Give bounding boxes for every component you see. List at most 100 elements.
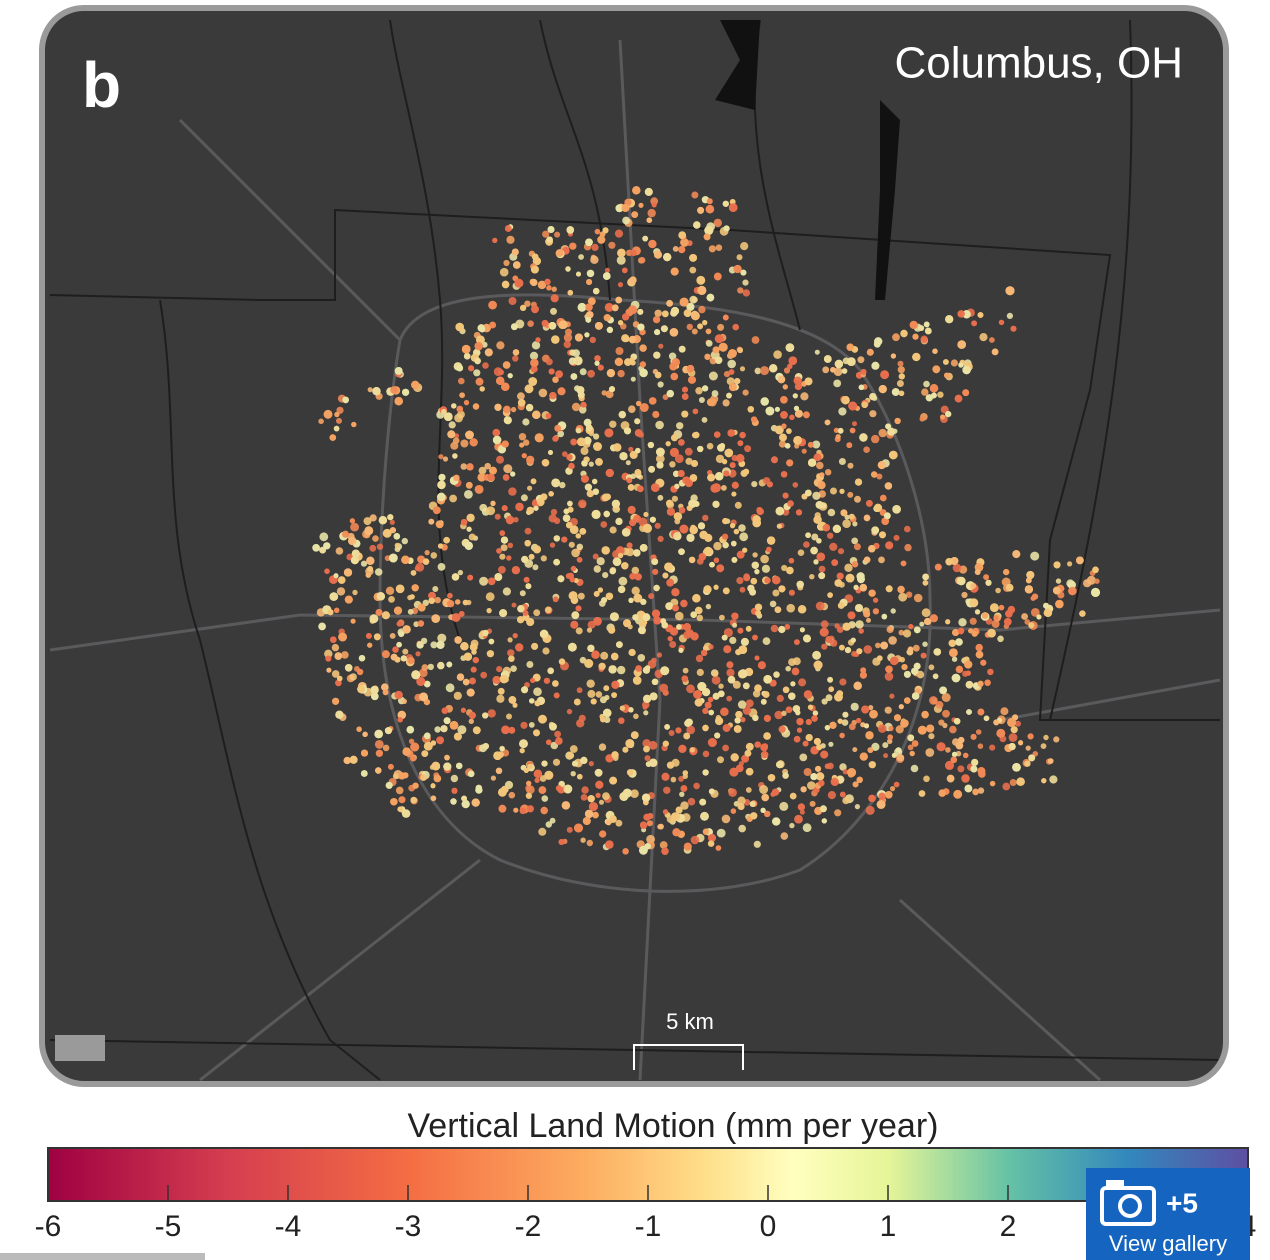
motion-point bbox=[707, 738, 717, 747]
motion-point bbox=[430, 641, 438, 649]
motion-point bbox=[812, 491, 821, 500]
motion-point bbox=[466, 688, 475, 697]
motion-point bbox=[736, 254, 743, 261]
motion-point bbox=[697, 445, 704, 453]
motion-point bbox=[670, 372, 679, 381]
motion-point bbox=[660, 325, 668, 333]
motion-point bbox=[977, 787, 985, 794]
motion-point bbox=[939, 686, 947, 695]
motion-point bbox=[961, 774, 970, 783]
motion-point bbox=[489, 321, 496, 329]
motion-point bbox=[542, 647, 550, 655]
motion-point bbox=[657, 381, 664, 388]
motion-point bbox=[898, 629, 905, 636]
motion-point bbox=[735, 711, 743, 719]
motion-point bbox=[330, 636, 337, 643]
motion-point bbox=[1043, 734, 1049, 741]
motion-point bbox=[708, 709, 714, 716]
motion-point bbox=[655, 420, 664, 430]
motion-point bbox=[520, 494, 528, 502]
motion-point bbox=[876, 473, 883, 480]
motion-point bbox=[444, 754, 450, 761]
motion-point bbox=[565, 266, 571, 272]
gallery-button[interactable]: +5 View gallery bbox=[1086, 1168, 1250, 1260]
gallery-count[interactable]: +5 bbox=[1166, 1187, 1198, 1218]
motion-point bbox=[451, 613, 461, 622]
motion-point bbox=[629, 519, 637, 527]
motion-point bbox=[456, 364, 464, 372]
motion-point bbox=[482, 743, 489, 750]
motion-point bbox=[1003, 569, 1010, 576]
motion-point bbox=[871, 434, 880, 444]
colorbar-tick-label: -1 bbox=[635, 1210, 662, 1243]
motion-point bbox=[738, 669, 748, 679]
motion-point bbox=[966, 709, 972, 715]
motion-point bbox=[591, 650, 600, 659]
motion-point bbox=[942, 709, 950, 718]
motion-point bbox=[618, 410, 626, 419]
motion-point bbox=[857, 356, 865, 364]
motion-point bbox=[323, 409, 333, 419]
motion-point bbox=[722, 518, 729, 525]
motion-point bbox=[586, 490, 594, 498]
motion-point bbox=[643, 745, 650, 753]
motion-point bbox=[751, 336, 760, 344]
motion-point bbox=[433, 774, 442, 783]
motion-point bbox=[703, 645, 709, 651]
motion-point bbox=[721, 485, 727, 491]
motion-point bbox=[640, 598, 647, 606]
motion-point bbox=[825, 636, 833, 643]
motion-point bbox=[921, 710, 929, 719]
motion-point bbox=[651, 678, 659, 685]
motion-point bbox=[519, 807, 527, 815]
motion-point bbox=[577, 592, 585, 600]
motion-point bbox=[423, 680, 431, 688]
motion-point bbox=[1002, 782, 1011, 791]
motion-point bbox=[366, 633, 372, 639]
motion-point bbox=[781, 710, 787, 716]
motion-point bbox=[820, 750, 829, 759]
motion-point bbox=[673, 470, 680, 477]
motion-point bbox=[577, 302, 587, 312]
motion-point bbox=[762, 691, 770, 698]
motion-point bbox=[471, 798, 480, 807]
motion-point bbox=[666, 507, 676, 516]
motion-point bbox=[707, 473, 715, 482]
motion-point bbox=[567, 289, 574, 296]
motion-point bbox=[327, 609, 334, 616]
colorbar-title: Vertical Land Motion (mm per year) bbox=[408, 1107, 939, 1145]
motion-point bbox=[344, 664, 353, 672]
motion-point bbox=[951, 656, 958, 662]
motion-point bbox=[558, 658, 566, 665]
motion-point bbox=[577, 773, 583, 780]
motion-point bbox=[512, 702, 518, 708]
motion-point bbox=[734, 501, 742, 509]
motion-point bbox=[730, 808, 737, 814]
motion-point bbox=[842, 797, 850, 805]
motion-point bbox=[898, 592, 908, 602]
motion-point bbox=[566, 521, 573, 529]
motion-point bbox=[534, 700, 541, 707]
motion-point bbox=[811, 533, 819, 541]
motion-point bbox=[878, 792, 886, 800]
motion-point bbox=[726, 668, 735, 677]
gallery-label[interactable]: View gallery bbox=[1109, 1231, 1227, 1256]
motion-point bbox=[705, 328, 712, 335]
motion-point bbox=[514, 278, 524, 288]
motion-point bbox=[430, 552, 438, 559]
motion-point bbox=[587, 795, 595, 803]
motion-point bbox=[460, 707, 466, 713]
motion-point bbox=[891, 388, 900, 396]
motion-point bbox=[737, 700, 747, 709]
motion-point bbox=[829, 721, 837, 729]
motion-point bbox=[980, 659, 987, 666]
motion-point bbox=[678, 246, 686, 254]
motion-point bbox=[888, 725, 894, 732]
motion-point bbox=[598, 662, 606, 670]
colorbar-tick-label: 2 bbox=[1000, 1210, 1017, 1243]
motion-point bbox=[912, 333, 919, 340]
motion-point bbox=[538, 714, 547, 724]
motion-point bbox=[502, 361, 511, 369]
motion-point bbox=[334, 652, 343, 660]
motion-point bbox=[839, 732, 845, 739]
